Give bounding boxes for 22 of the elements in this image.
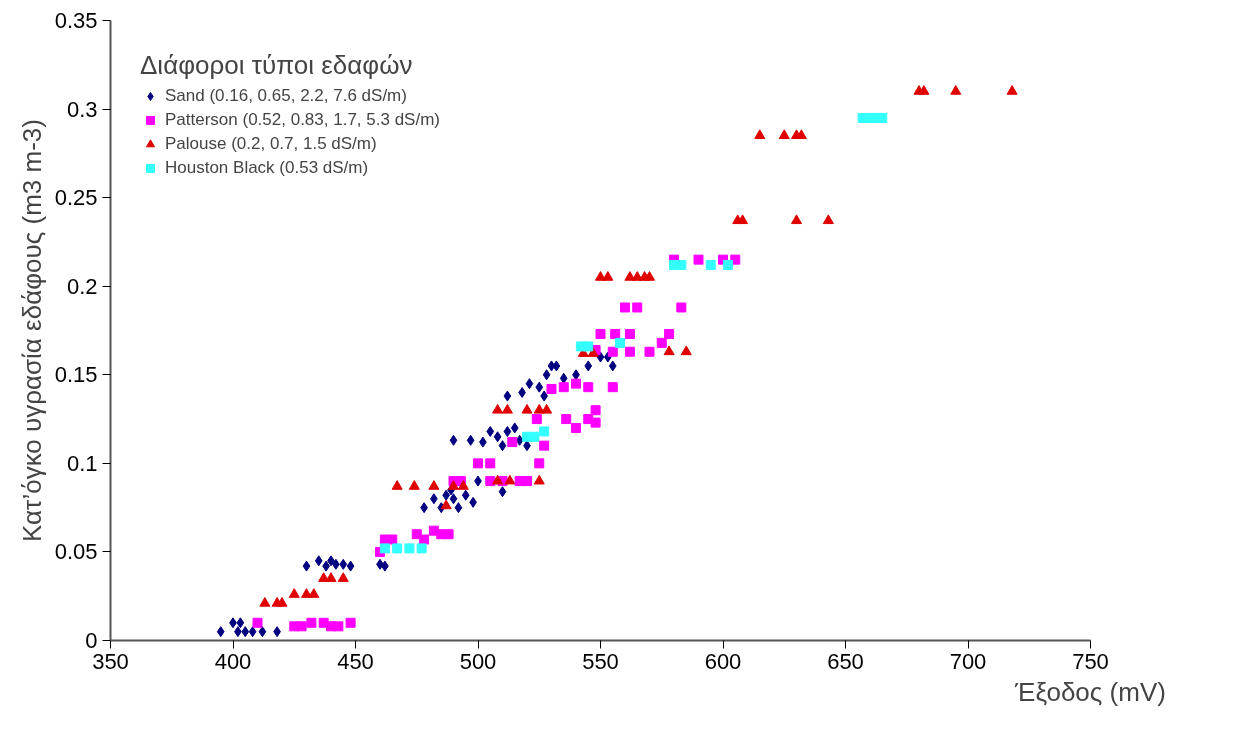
x-axis-title: Έξοδος (mV) xyxy=(1014,676,1166,707)
y-tick-label: 0.15 xyxy=(54,362,98,388)
legend-label: Palouse (0.2, 0.7, 1.5 dS/m) xyxy=(165,134,377,154)
x-tick-label: 450 xyxy=(337,648,374,674)
y-tick-label: 0.2 xyxy=(66,273,98,299)
y-tick-label: 0.25 xyxy=(54,185,98,211)
y-tick-label: 0.35 xyxy=(54,8,98,33)
x-tick-label: 400 xyxy=(214,648,252,674)
legend-title: Διάφοροι τύποι εδαφών xyxy=(140,50,414,81)
y-tick-label: 0.3 xyxy=(66,96,98,122)
x-tick-label: 550 xyxy=(582,648,619,674)
x-tick-label: 650 xyxy=(827,648,864,674)
y-tick-label: 0.1 xyxy=(66,450,98,476)
y-axis-title: Κατ’όγκο υγρασία εδάφους (m3 m-3) xyxy=(16,119,47,542)
legend-label: Houston Black (0.53 dS/m) xyxy=(165,158,369,178)
y-tick-label: 0.05 xyxy=(54,539,98,565)
x-tick-label: 700 xyxy=(949,648,987,674)
legend-label: Sand (0.16, 0.65, 2.2, 7.6 dS/m) xyxy=(165,86,407,106)
x-tick-label: 750 xyxy=(1072,648,1109,674)
x-tick-label: 600 xyxy=(704,648,742,674)
x-tick-label: 500 xyxy=(459,648,497,674)
legend-label: Patterson (0.52, 0.83, 1.7, 5.3 dS/m) xyxy=(165,110,440,130)
